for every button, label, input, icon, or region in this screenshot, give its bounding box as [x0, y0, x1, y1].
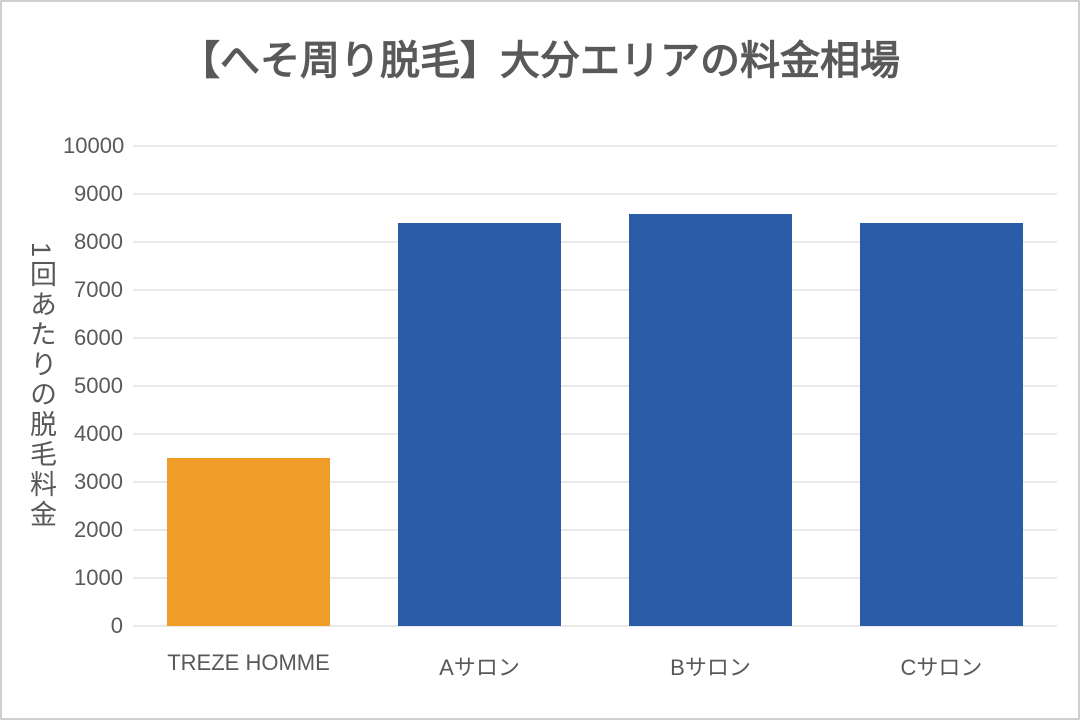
bar-TREZE HOMME [167, 458, 330, 626]
bar-Cサロン [860, 223, 1023, 626]
gridline-1000 [133, 577, 1057, 579]
gridline-10000 [133, 145, 1057, 147]
gridline-7000 [133, 289, 1057, 291]
gridline-6000 [133, 337, 1057, 339]
category-label-Aサロン: Aサロン [439, 655, 520, 680]
gridline-9000 [133, 193, 1057, 195]
plot-area [133, 145, 1057, 627]
category-label-Cサロン: Cサロン [900, 655, 983, 680]
gridline-4000 [133, 433, 1057, 435]
y-tick-label-7000: 7000 [74, 277, 123, 302]
gridline-5000 [133, 385, 1057, 387]
y-tick-label-1000: 1000 [74, 565, 123, 590]
gridline-0 [133, 625, 1057, 627]
y-tick-label-0: 0 [110, 613, 123, 638]
category-label-TREZE HOMME: TREZE HOMME [167, 650, 330, 675]
gridline-8000 [133, 241, 1057, 243]
y-tick-label-3000: 3000 [74, 469, 123, 494]
y-tick-label-9000: 9000 [74, 181, 123, 206]
gridline-2000 [133, 529, 1057, 531]
y-tick-label-8000: 8000 [74, 229, 123, 254]
y-axis-title: 1回あたりの脱毛料金 [26, 241, 56, 531]
gridline-3000 [133, 481, 1057, 483]
y-tick-label-4000: 4000 [74, 421, 123, 446]
y-tick-label-5000: 5000 [74, 373, 123, 398]
chart-title: 【へそ周り脱毛】大分エリアの料金相場 [180, 39, 900, 83]
y-tick-label-10000: 10000 [63, 133, 125, 158]
y-tick-label-2000: 2000 [74, 517, 123, 542]
bar-Bサロン [629, 214, 792, 626]
bar-Aサロン [398, 223, 561, 626]
category-label-Bサロン: Bサロン [670, 655, 751, 680]
y-tick-label-6000: 6000 [74, 325, 123, 350]
